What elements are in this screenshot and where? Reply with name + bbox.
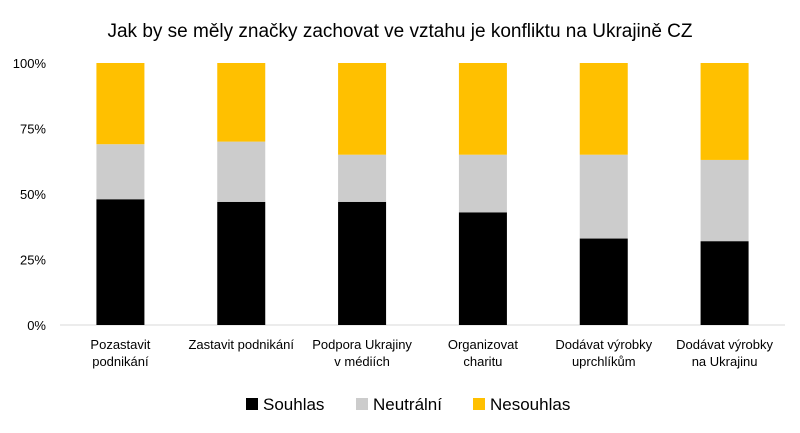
bar-segment-nesouhlas [217, 63, 266, 142]
y-tick-label: 0% [27, 318, 46, 333]
bar-segment-souhlas [338, 201, 387, 325]
bar-segment-nesouhlas [96, 63, 145, 145]
category-labels: Pozastavit podnikání Zastavit podnikání Pod… [90, 337, 773, 369]
y-tick-label: 75% [20, 122, 46, 137]
category-label: Dodávat výrobky uprchlíkům [555, 337, 652, 369]
bar-segment-nesouhlas [338, 63, 387, 155]
bar-segment-neutrální [458, 154, 507, 213]
bar-segment-souhlas [217, 201, 266, 325]
bar-segment-souhlas [700, 241, 749, 325]
y-axis-ticks: 0% 25% 50% 75% 100% [13, 56, 47, 333]
bar-segment-neutrální [579, 154, 628, 239]
legend-swatch [356, 398, 368, 410]
y-tick-label: 50% [20, 187, 46, 202]
legend: Souhlas Neutrální Nesouhlas [246, 395, 570, 414]
bars [96, 63, 749, 325]
category-label: Dodávat výrobky na Ukrajinu [676, 337, 773, 369]
legend-swatch [473, 398, 485, 410]
bar-segment-nesouhlas [458, 63, 507, 155]
legend-swatch [246, 398, 258, 410]
bar-segment-nesouhlas [700, 63, 749, 160]
legend-label: Nesouhlas [490, 395, 570, 414]
bar-segment-nesouhlas [579, 63, 628, 155]
category-label: Podpora Ukrajiny v médiích [312, 337, 412, 369]
category-label: Organizovat charitu [448, 337, 518, 369]
chart-title: Jak by se měly značky zachovat ve vztahu… [107, 21, 692, 42]
bar-segment-souhlas [458, 212, 507, 325]
category-label: Pozastavit podnikání [90, 337, 150, 369]
y-tick-label: 25% [20, 253, 46, 268]
legend-label: Neutrální [373, 395, 442, 414]
bar-segment-neutrální [700, 159, 749, 242]
legend-label: Souhlas [263, 395, 324, 414]
bar-segment-souhlas [96, 199, 145, 325]
category-label: Zastavit podnikání [188, 337, 294, 352]
y-tick-label: 100% [13, 56, 47, 71]
bar-segment-neutrální [338, 154, 387, 202]
bar-segment-souhlas [579, 238, 628, 325]
bar-segment-neutrální [217, 141, 266, 202]
bar-segment-neutrální [96, 144, 145, 200]
